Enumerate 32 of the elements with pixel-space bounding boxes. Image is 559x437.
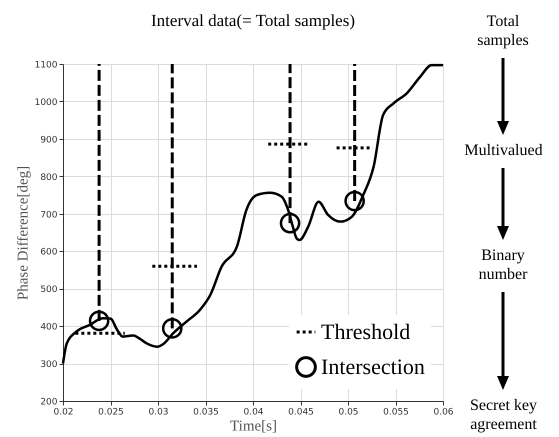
y-tick-label: 700 — [40, 210, 58, 220]
x-tick-label: 0.02 — [53, 408, 74, 418]
text: Binary number — [478, 246, 528, 284]
y-tick-label: 200 — [40, 398, 58, 408]
x-tick-label: 0.03 — [148, 408, 169, 418]
text: Secret key agreement — [470, 397, 538, 433]
x-tick-label: 0.035 — [193, 408, 219, 418]
x-tick-label: 0.055 — [383, 408, 409, 418]
point — [162, 318, 183, 339]
y-tick-label: 1100 — [34, 60, 58, 70]
text: Multivalued — [463, 141, 544, 160]
y-tick-label: 500 — [40, 285, 58, 296]
x-tick-label: 0.05 — [338, 408, 359, 418]
y-tick-label: 400 — [40, 322, 58, 333]
x-tick-label: 0.045 — [288, 408, 314, 418]
x-tick-label: 0.04 — [243, 408, 264, 418]
point — [280, 212, 300, 234]
y-tick-label: 600 — [40, 248, 58, 258]
y-axis-title: Phase Difference[deg] — [16, 166, 32, 300]
y-tick-label: 300 — [40, 360, 58, 370]
point — [344, 190, 365, 212]
y-tick-label: 1000 — [34, 98, 58, 108]
x-tick-label: 0.06 — [433, 408, 454, 418]
y-tick-label: 800 — [40, 172, 58, 183]
chart-title: Interval data(= Total samples) — [151, 11, 355, 30]
x-axis-title: Time[s] — [230, 418, 277, 434]
legend-label: Intersection — [321, 354, 425, 379]
y-tick-label: 900 — [40, 135, 58, 146]
x-tick-label: 0.025 — [98, 408, 124, 418]
legend-label: Threshold — [321, 319, 410, 344]
text: Total samples — [476, 12, 530, 50]
point — [88, 310, 110, 332]
